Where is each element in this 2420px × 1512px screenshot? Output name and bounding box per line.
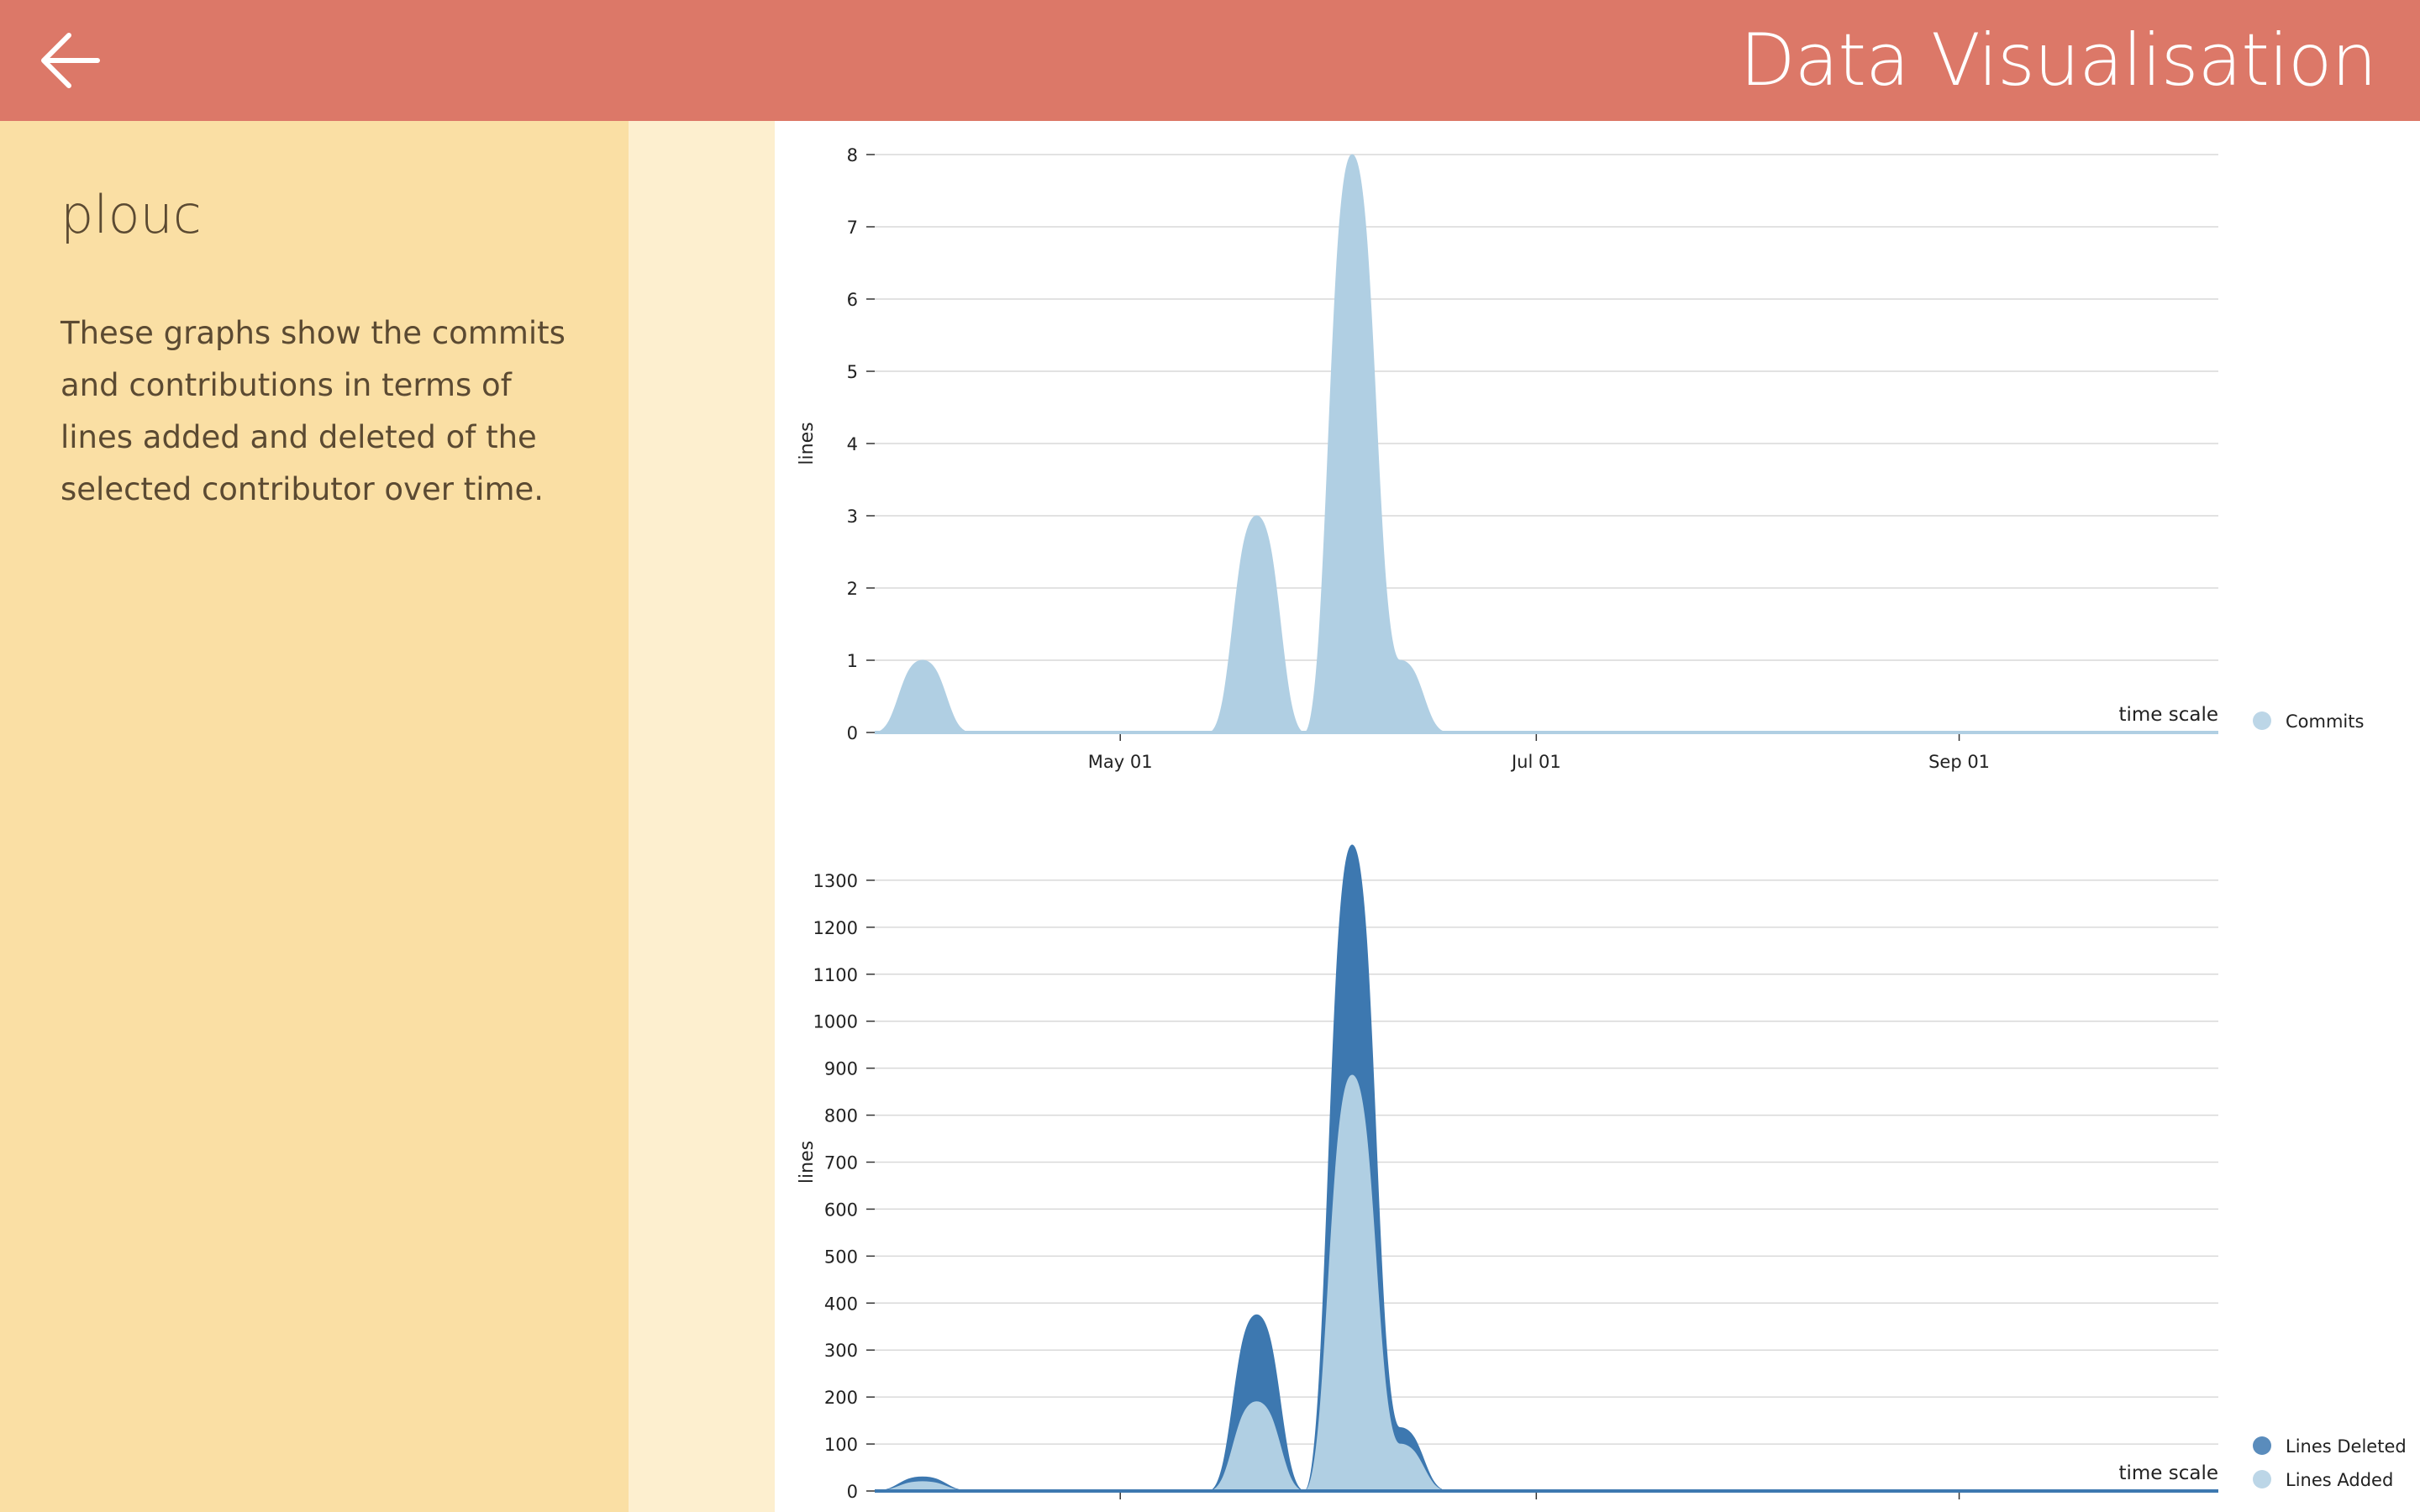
y-tick-label: 7 (847, 218, 858, 238)
y-tick-label: 1300 (813, 871, 858, 891)
y-tick-label: 200 (824, 1388, 858, 1408)
x-tick-label: Sep 01 (1928, 1510, 1990, 1512)
y-tick-label: 2 (847, 579, 858, 599)
y-tick-label: 8 (847, 145, 858, 165)
app-header: Data Visualisation (0, 0, 2420, 121)
y-tick-label: 600 (824, 1200, 858, 1220)
legend-label: Lines Added (2286, 1470, 2393, 1490)
page-title: Data Visualisation (1739, 18, 2377, 102)
y-tick-label: 1000 (813, 1012, 858, 1032)
legend-label: Lines Deleted (2286, 1436, 2407, 1457)
x-axis-label: time scale (2118, 1462, 2218, 1484)
legend-swatch (2253, 711, 2271, 730)
series-area-lines-deleted (874, 844, 2218, 1492)
y-tick-label: 5 (847, 362, 858, 382)
x-tick-label: May 01 (1088, 1510, 1153, 1512)
y-tick-label: 0 (847, 1482, 858, 1502)
sidebar-divider-strip (629, 121, 775, 1512)
y-tick-label: 6 (847, 290, 858, 310)
commits-chart: 0 1 2 3 4 5 6 7 8 May 01 Jul 01 Sep 01 lines time sca… (797, 145, 2364, 772)
y-tick-label: 4 (847, 434, 858, 454)
y-tick-label: 1200 (813, 918, 858, 938)
arrow-left-icon[interactable] (37, 27, 104, 94)
x-tick-label: May 01 (1088, 752, 1153, 772)
chart-description: These graphs show the commits and contri… (60, 315, 566, 507)
y-tick-label: 500 (824, 1247, 858, 1267)
y-tick-label: 0 (847, 723, 858, 743)
y-tick-label: 100 (824, 1435, 858, 1455)
series-area-lines-added (874, 1074, 2218, 1492)
y-tick-label: 900 (824, 1059, 858, 1079)
y-tick-label: 300 (824, 1341, 858, 1361)
legend-swatch (2253, 1436, 2271, 1455)
legend-swatch (2253, 1470, 2271, 1488)
y-tick-label: 700 (824, 1153, 858, 1173)
y-axis-label: lines (797, 1141, 818, 1184)
y-tick-label: 1 (847, 651, 858, 671)
y-tick-label: 3 (847, 507, 858, 527)
legend-label: Commits (2286, 711, 2364, 732)
x-tick-label: Sep 01 (1928, 752, 1990, 772)
y-tick-label: 400 (824, 1294, 858, 1314)
lines-chart: 0 100 200 300 400 500 600 700 800 900 1000 1100 1200… (797, 844, 2407, 1512)
y-tick-label: 800 (824, 1106, 858, 1126)
chart-area: 0 1 2 3 4 5 6 7 8 May 01 Jul 01 Sep 01 lines time sca… (775, 121, 2420, 1512)
y-axis-label: lines (797, 422, 818, 465)
x-tick-label: Jul 01 (1510, 1510, 1561, 1512)
contributor-name: plouc (60, 184, 202, 245)
y-tick-label: 1100 (813, 965, 858, 985)
x-axis-label: time scale (2118, 704, 2218, 726)
x-tick-label: Jul 01 (1510, 752, 1561, 772)
contributor-panel: plouc These graphs show the commits and … (0, 121, 629, 1512)
